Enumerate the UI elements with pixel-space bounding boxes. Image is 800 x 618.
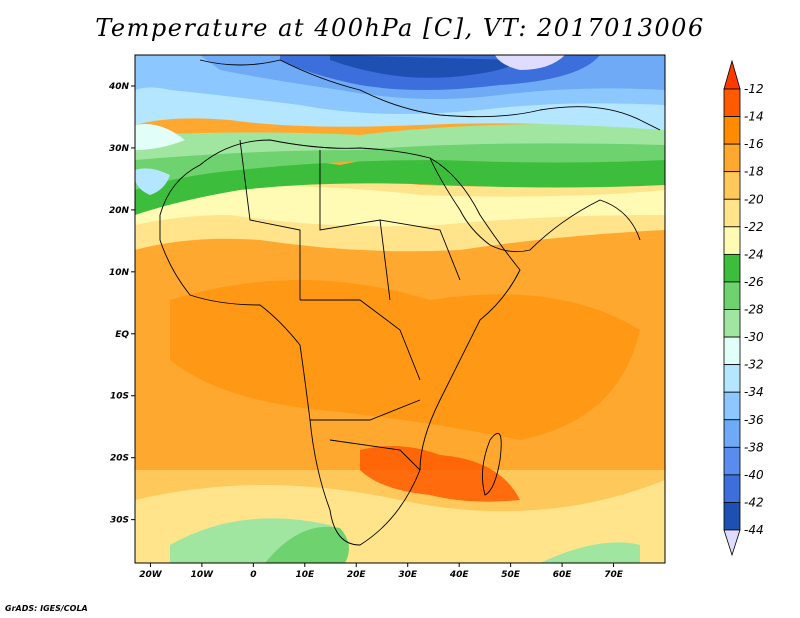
grads-credit: GrADS: IGES/COLA: [5, 604, 88, 613]
lat-tick-label: 10S: [110, 392, 129, 402]
lon-tick-label: 20E: [347, 570, 367, 580]
colorbar-label: -44: [744, 523, 764, 537]
colorbar-label: -38: [744, 440, 764, 454]
colorbar-swatch: [723, 364, 741, 393]
lon-tick-label: 0: [250, 570, 256, 580]
colorbar-label: -24: [744, 247, 764, 261]
latitude-axis: 40N 30N 20N 10N EQ 10S 20S 30S: [108, 82, 135, 526]
colorbar-label: -30: [744, 330, 764, 344]
colorbar-top-arrow: [723, 59, 741, 90]
colorbar: -12 -14 -16 -18 -20 -22 -24 -26 -28 -30 -32 -34 -36 -…: [723, 59, 764, 557]
colorbar-swatch: [723, 474, 741, 503]
colorbar-label: -32: [744, 358, 764, 372]
map-frame: [134, 54, 666, 564]
lat-tick-label: 40N: [108, 82, 130, 92]
colorbar-label: -26: [744, 275, 764, 289]
colorbar-swatch: [723, 281, 741, 310]
lon-tick-label: 60E: [553, 570, 573, 580]
colorbar-bottom-arrow: [723, 529, 741, 557]
colorbar-label: -20: [744, 192, 764, 206]
colorbar-swatch: [723, 116, 741, 145]
colorbar-swatch: [723, 336, 741, 366]
lon-tick-label: 10W: [191, 570, 215, 580]
lat-tick-label: 20S: [110, 454, 129, 464]
colorbar-swatch: [723, 198, 741, 228]
lon-tick-label: 20W: [139, 570, 163, 580]
lat-tick-label: 30S: [110, 516, 129, 526]
colorbar-swatch: [723, 171, 741, 200]
colorbar-label: -14: [744, 110, 764, 124]
coastlines: [159, 59, 661, 546]
lat-tick-label: 20N: [109, 206, 130, 216]
temperature-field: [135, 55, 665, 563]
colorbar-swatch: [723, 309, 741, 338]
colorbar-label: -22: [744, 220, 764, 234]
lat-tick-label: 30N: [109, 144, 130, 154]
colorbar-swatch: [723, 446, 741, 476]
colorbar-label: -40: [744, 468, 764, 482]
longitude-axis: 20W 10W 0 10E 20E 30E 40E 50E 60E 70E: [139, 563, 624, 580]
colorbar-swatch: [723, 419, 741, 448]
colorbar-label: -16: [744, 137, 764, 151]
lon-tick-label: 50E: [501, 570, 521, 580]
lat-tick-label: 10N: [109, 268, 130, 278]
colorbar-swatch: [723, 143, 741, 173]
colorbar-swatch: [723, 502, 741, 531]
colorbar-label: -18: [744, 165, 764, 179]
lon-tick-label: 70E: [604, 570, 624, 580]
colorbar-swatch: [723, 88, 741, 117]
map-title: Temperature at 400hPa [C], VT: 201701300…: [95, 14, 705, 42]
colorbar-label: -28: [744, 303, 764, 317]
lat-tick-label: EQ: [115, 330, 129, 340]
lon-tick-label: 40E: [449, 570, 470, 580]
lon-tick-label: 30E: [398, 570, 418, 580]
lon-tick-label: 10E: [295, 570, 315, 580]
colorbar-swatch: [723, 226, 741, 255]
colorbar-label: -12: [744, 82, 764, 96]
colorbar-label: -36: [744, 413, 764, 427]
colorbar-label: -34: [744, 385, 764, 399]
colorbar-label: -42: [744, 495, 764, 509]
colorbar-swatch: [723, 391, 741, 421]
colorbar-swatch: [723, 253, 741, 283]
